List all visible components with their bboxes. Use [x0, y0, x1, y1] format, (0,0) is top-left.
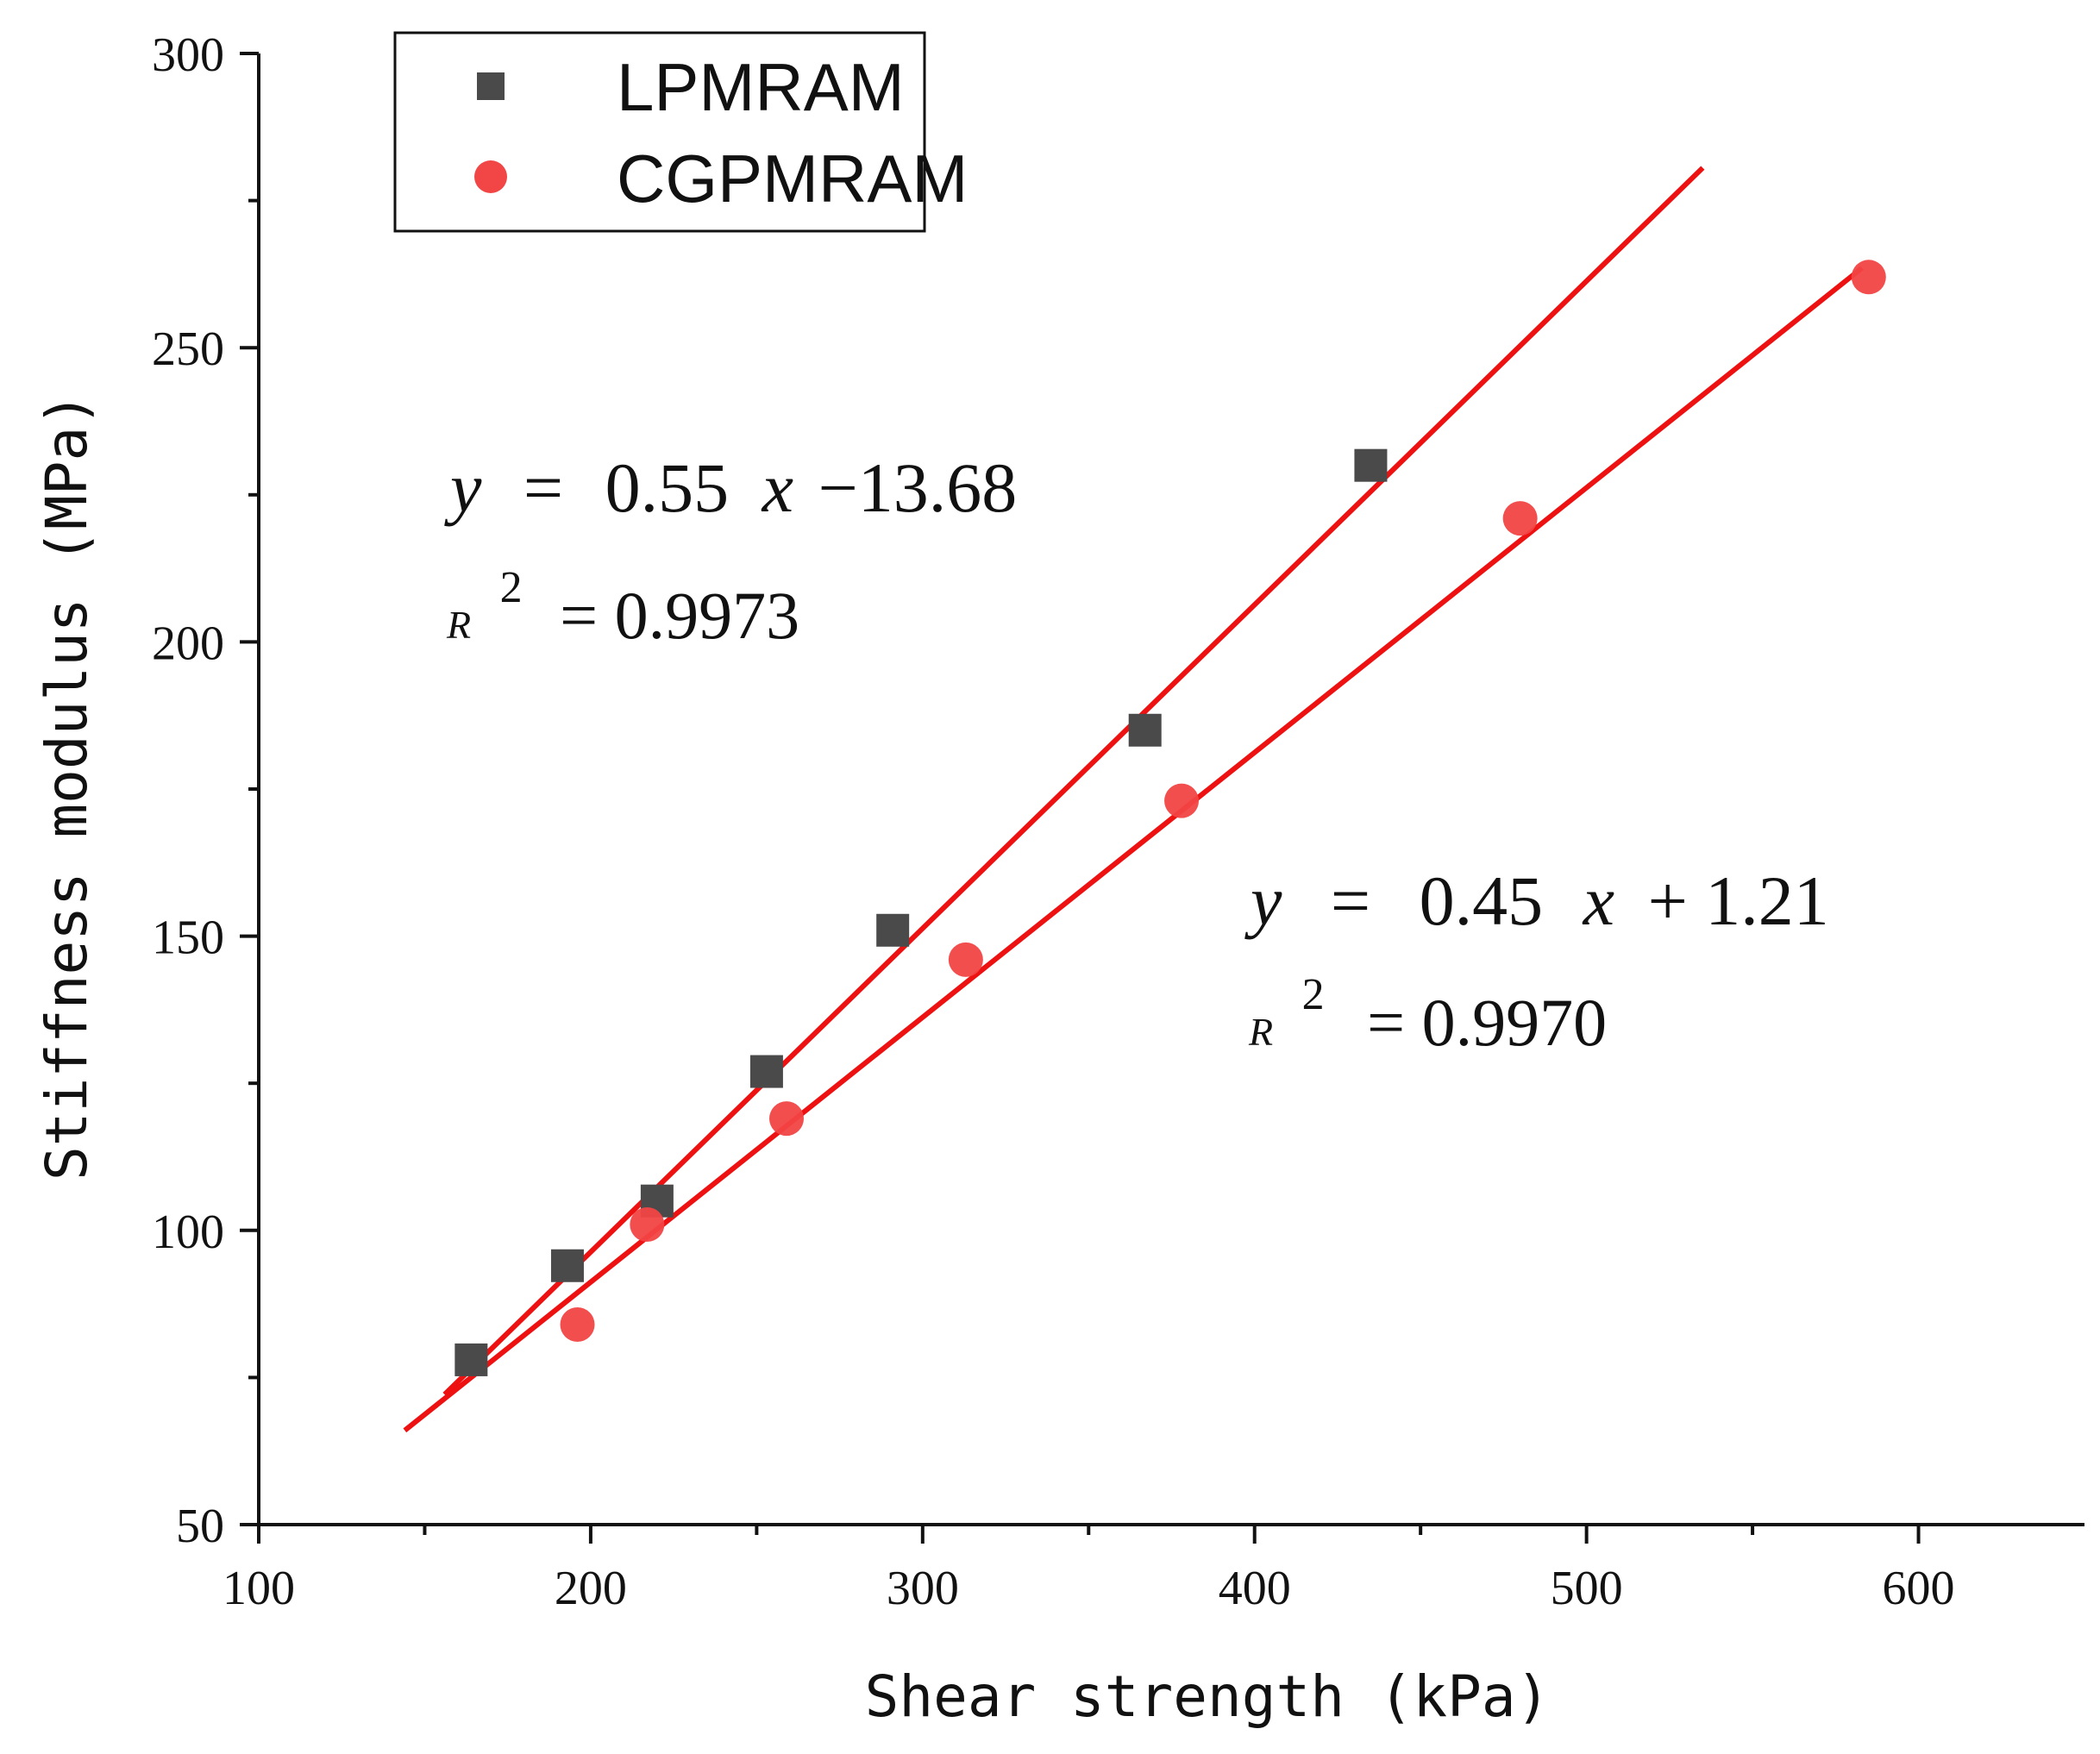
svg-text:y = 0.55 x: y = 0.55 x −13.68 [444, 448, 1017, 527]
fit-equation-lpmram: y = 0.55 x −13.68 R 2 = 0.9973 [444, 448, 1017, 653]
y-tick-label: 250 [152, 323, 224, 376]
data-point-lpmram [454, 1343, 488, 1376]
y-tick-label: 200 [152, 617, 224, 670]
x-tick-label: 500 [1551, 1562, 1623, 1615]
fit-lines-layer [403, 166, 1864, 1433]
data-point-cgpmram [630, 1206, 665, 1242]
eq-lhs-lpmram: y [444, 448, 482, 527]
y-axis-title: Stiffness modulus (MPa) [34, 392, 100, 1181]
eq-lhs-cgpmram: y [1244, 861, 1282, 940]
data-point-lpmram [550, 1249, 584, 1282]
data-point-cgpmram [769, 1101, 805, 1137]
eq-var-cgpmram: x [1583, 861, 1614, 940]
legend-marker-cgpmram [474, 160, 507, 193]
r2-label-lpmram: R [446, 603, 471, 647]
data-point-lpmram [876, 913, 910, 947]
r2-value-cgpmram: = 0.9970 [1367, 985, 1607, 1060]
svg-text:y = 0.45 x: y = 0.45 x + 1.21 [1244, 861, 1829, 940]
r2-label-cgpmram: R [1248, 1010, 1273, 1054]
eq-rest-lpmram: −13.68 [818, 448, 1018, 527]
data-point-lpmram [749, 1055, 783, 1088]
x-tick-label: 200 [555, 1562, 627, 1615]
svg-text:R 2 = 0.9973: R 2 = 0.9973 [446, 542, 799, 653]
legend: LPMRAM CGPMRAM [393, 31, 968, 233]
svg-text:R 2 = 0.9970: R 2 = 0.9970 [1248, 949, 1607, 1060]
x-tick-label: 100 [223, 1562, 295, 1615]
eq-sign-lpmram: = [523, 448, 563, 527]
x-tick-label: 400 [1219, 1562, 1291, 1615]
points-layer [454, 260, 1886, 1376]
axes-layer: 100 200 300 400 500 600 50 100 150 200 250 300 [152, 28, 2084, 1615]
fit-line-cgpmram [403, 266, 1864, 1433]
data-point-cgpmram [1502, 501, 1538, 536]
legend-box [393, 31, 926, 233]
data-point-cgpmram [948, 942, 983, 977]
legend-marker-lpmram [477, 72, 505, 100]
x-tick-label: 600 [1883, 1562, 1955, 1615]
legend-label-lpmram: LPMRAM [617, 49, 905, 125]
y-tick-label: 150 [152, 911, 224, 965]
data-point-lpmram [1354, 448, 1388, 482]
y-tick-label: 50 [176, 1500, 224, 1553]
eq-var-lpmram: x [762, 448, 793, 527]
fit-equation-cgpmram: y = 0.45 x + 1.21 R 2 = 0.9970 [1244, 861, 1829, 1060]
y-tick-label: 100 [152, 1206, 224, 1259]
y-tick-label: 300 [152, 28, 224, 82]
x-axis-title: Shear strength (kPa) [865, 1663, 1551, 1730]
data-point-cgpmram [1851, 260, 1886, 295]
r2-exp-cgpmram: 2 [1302, 970, 1325, 1019]
data-point-cgpmram [560, 1306, 595, 1342]
data-point-cgpmram [1164, 783, 1200, 818]
eq-coef-cgpmram: 0.45 [1420, 861, 1544, 940]
eq-sign-cgpmram: = [1331, 861, 1370, 940]
data-point-lpmram [1128, 713, 1162, 747]
r2-exp-lpmram: 2 [500, 563, 523, 612]
legend-label-cgpmram: CGPMRAM [617, 141, 968, 216]
eq-rest-cgpmram: + 1.21 [1648, 861, 1829, 940]
fit-line-lpmram [442, 166, 1705, 1397]
eq-coef-lpmram: 0.55 [605, 448, 730, 527]
r2-value-lpmram: = 0.9973 [560, 578, 799, 653]
x-tick-label: 300 [887, 1562, 959, 1615]
